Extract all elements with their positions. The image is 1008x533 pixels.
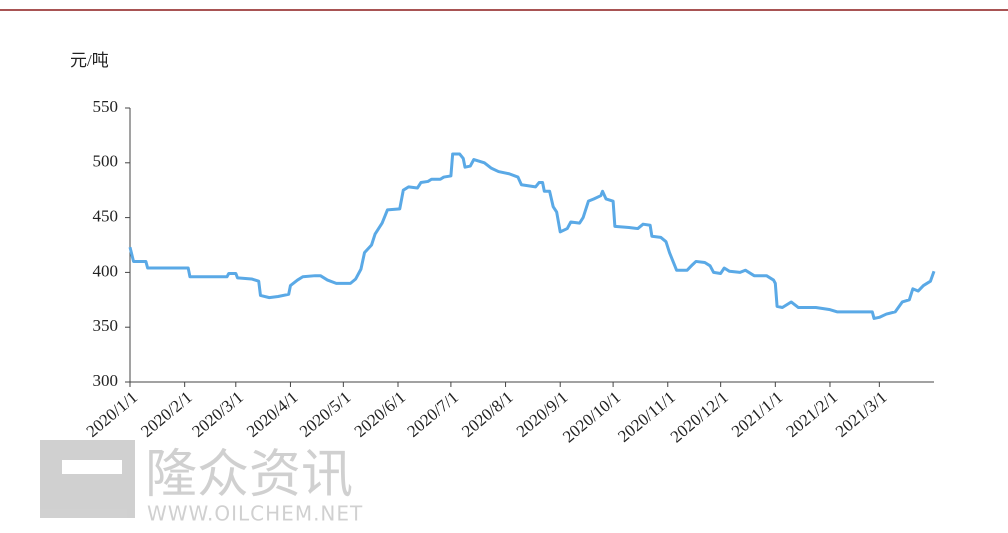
x-tick-label: 2020/4/1 xyxy=(243,388,302,441)
x-tick-label: 2020/3/1 xyxy=(188,388,247,441)
y-tick-label: 350 xyxy=(93,316,119,335)
watermark-brand: 隆众资讯 xyxy=(145,445,353,505)
watermark-logo-cut xyxy=(62,460,122,474)
watermark-url: WWW.OILCHEM.NET xyxy=(147,502,363,526)
y-tick-label: 550 xyxy=(93,97,119,116)
y-axis-label: 元/吨 xyxy=(70,51,109,70)
y-tick-label: 500 xyxy=(93,152,119,171)
x-tick-label: 2020/5/1 xyxy=(296,388,355,441)
y-tick-label: 450 xyxy=(93,207,119,226)
x-tick-label: 2020/7/1 xyxy=(403,388,462,441)
y-tick-label: 300 xyxy=(93,371,119,390)
watermark-logo xyxy=(40,440,135,518)
x-tick-label: 2021/3/1 xyxy=(832,388,891,441)
price-line xyxy=(128,152,936,320)
x-tick-label: 2021/1/1 xyxy=(728,388,787,441)
x-tick-label: 2020/11/1 xyxy=(614,388,679,446)
x-tick-label: 2020/8/1 xyxy=(458,388,517,441)
x-tick-label: 2020/6/1 xyxy=(351,388,410,441)
x-tick-label: 2020/12/1 xyxy=(667,388,732,447)
watermark: 隆众资讯 WWW.OILCHEM.NET xyxy=(40,440,363,526)
x-tick-label: 2020/2/1 xyxy=(137,388,196,441)
y-tick-label: 400 xyxy=(93,261,119,280)
x-tick-label: 2021/2/1 xyxy=(783,388,842,441)
x-tick-label: 2020/10/1 xyxy=(559,388,624,447)
x-tick-label: 2020/1/1 xyxy=(83,388,142,441)
